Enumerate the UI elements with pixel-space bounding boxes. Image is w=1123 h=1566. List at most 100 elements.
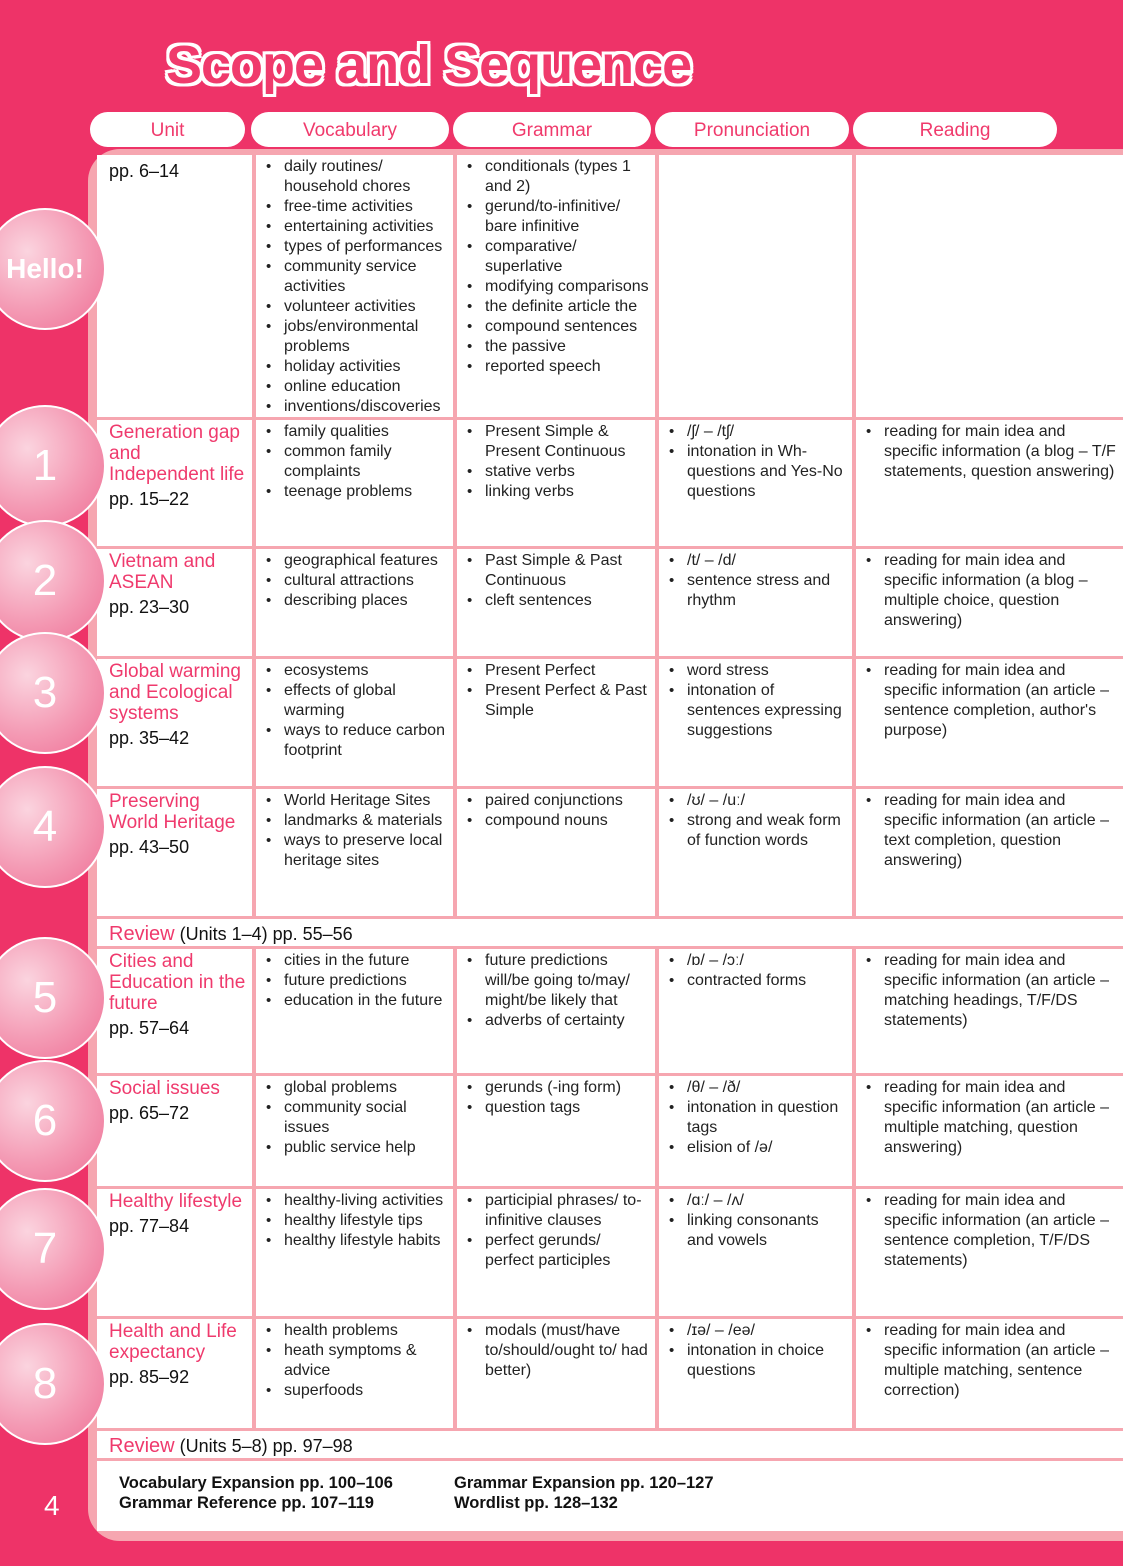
grammar-item: Present Perfect xyxy=(467,661,651,681)
unit-cell: Cities and Education in the future pp. 57… xyxy=(97,949,252,1073)
unit-title: Social issues xyxy=(109,1078,220,1099)
unit-cell: Health and Life expectancy pp. 85–92 xyxy=(97,1319,252,1428)
unit-title: Generation gap and Independent life xyxy=(109,422,245,485)
vocabulary-item: free-time activities xyxy=(266,197,449,217)
unit-badge-label: 5 xyxy=(32,973,58,1022)
footer-row: Vocabulary Expansion pp. 100–106 Grammar … xyxy=(97,1461,1123,1531)
vocabulary-cell: family qualitiescommon family complaints… xyxy=(256,420,453,546)
pronunciation-item: strong and weak form of function words xyxy=(669,811,848,851)
vocabulary-list: health problemsheath symptoms & advicesu… xyxy=(266,1321,449,1401)
grammar-list: Past Simple & Past Continuouscleft sente… xyxy=(467,551,651,611)
unit-badge: 6 xyxy=(0,1060,106,1182)
vocabulary-item: entertaining activities xyxy=(266,217,449,237)
grammar-item: gerunds (-ing form) xyxy=(467,1078,651,1098)
pronunciation-item: /ɑː/ – /ʌ/ xyxy=(669,1191,848,1211)
unit-cell: Healthy lifestyle pp. 77–84 xyxy=(97,1189,252,1316)
unit-title: Global warming and Ecological systems xyxy=(109,661,241,724)
grammar-cell: participial phrases/ to-infinitive claus… xyxy=(457,1189,655,1316)
pronunciation-list: word stressintonation of sentences expre… xyxy=(669,661,848,741)
reading-list: reading for main idea and specific infor… xyxy=(866,551,1122,631)
unit-pages: pp. 6–14 xyxy=(109,161,180,181)
reading-cell xyxy=(856,155,1123,417)
reading-cell: reading for main idea and specific infor… xyxy=(856,949,1123,1073)
grammar-list: future predictions will/be going to/may/… xyxy=(467,951,651,1031)
unit-badge-label: Hello! xyxy=(6,253,84,284)
grammar-item: compound sentences xyxy=(467,317,651,337)
unit-badge: 1 xyxy=(0,405,106,527)
unit-badge: Hello! xyxy=(0,208,106,330)
unit-badge-label: 6 xyxy=(32,1096,58,1145)
vocabulary-cell: health problemsheath symptoms & advicesu… xyxy=(256,1319,453,1428)
reading-cell: reading for main idea and specific infor… xyxy=(856,549,1123,656)
reading-cell: reading for main idea and specific infor… xyxy=(856,659,1123,786)
reading-list: reading for main idea and specific infor… xyxy=(866,951,1122,1031)
page-number: 4 xyxy=(44,1490,60,1521)
vocabulary-item: ways to preserve local heritage sites xyxy=(266,831,449,871)
vocabulary-item: heath symptoms & advice xyxy=(266,1341,449,1381)
pronunciation-item: contracted forms xyxy=(669,971,848,991)
vocabulary-item: public service help xyxy=(266,1138,449,1158)
header-pronunciation: Pronunciation xyxy=(655,112,849,147)
unit-badge-label: 4 xyxy=(32,802,58,851)
grammar-item: modifying comparisons xyxy=(467,277,651,297)
vocabulary-item: health problems xyxy=(266,1321,449,1341)
unit-title: Preserving World Heritage xyxy=(109,791,236,833)
pronunciation-item: linking consonants and vowels xyxy=(669,1211,848,1251)
grammar-list: participial phrases/ to-infinitive claus… xyxy=(467,1191,651,1271)
reading-list: reading for main idea and specific infor… xyxy=(866,1078,1122,1158)
reading-item: reading for main idea and specific infor… xyxy=(866,422,1122,482)
grammar-list: modals (must/have to/should/ought to/ ha… xyxy=(467,1321,651,1381)
scope-table: pp. 6–14 daily routines/ household chores… xyxy=(88,149,1123,1541)
pronunciation-list: /ʃ/ – /tʃ/intonation in Wh-questions and… xyxy=(669,422,848,502)
grammar-cell: modals (must/have to/should/ought to/ ha… xyxy=(457,1319,655,1428)
grammar-list: conditionals (types 1 and 2)gerund/to-in… xyxy=(467,157,651,377)
pronunciation-cell: word stressintonation of sentences expre… xyxy=(659,659,852,786)
reading-item: reading for main idea and specific infor… xyxy=(866,951,1122,1031)
review-row: Review (Units 5–8) pp. 97–98 xyxy=(97,1431,1123,1458)
pronunciation-item: /t/ – /d/ xyxy=(669,551,848,571)
vocabulary-list: healthy-living activitieshealthy lifesty… xyxy=(266,1191,449,1251)
pronunciation-list: /ɒ/ – /ɔː/contracted forms xyxy=(669,951,848,991)
vocabulary-item: ways to reduce carbon footprint xyxy=(266,721,449,761)
reading-item: reading for main idea and specific infor… xyxy=(866,1078,1122,1158)
unit-badge-label: 2 xyxy=(32,556,58,605)
pronunciation-item: intonation in Wh-questions and Yes-No qu… xyxy=(669,442,848,502)
pronunciation-list: /t/ – /d/sentence stress and rhythm xyxy=(669,551,848,611)
vocabulary-list: family qualitiescommon family complaints… xyxy=(266,422,449,502)
pronunciation-item: elision of /ə/ xyxy=(669,1138,848,1158)
unit-badge-label: 8 xyxy=(32,1359,58,1408)
pronunciation-item: sentence stress and rhythm xyxy=(669,571,848,611)
unit-badge: 5 xyxy=(0,937,106,1059)
footer-left: Vocabulary Expansion pp. 100–106 Grammar … xyxy=(119,1473,393,1513)
scope-grid: pp. 6–14 daily routines/ household chores… xyxy=(97,155,1123,1531)
unit-pages: pp. 57–64 xyxy=(109,1018,190,1038)
pronunciation-item: /ɒ/ – /ɔː/ xyxy=(669,951,848,971)
reading-list: reading for main idea and specific infor… xyxy=(866,1321,1122,1401)
reading-item: reading for main idea and specific infor… xyxy=(866,661,1122,741)
grammar-item: Past Simple & Past Continuous xyxy=(467,551,651,591)
vocabulary-item: ecosystems xyxy=(266,661,449,681)
grammar-item: cleft sentences xyxy=(467,591,651,611)
vocabulary-item: jobs/environmental problems xyxy=(266,317,449,357)
grammar-list: Present PerfectPresent Perfect & Past Si… xyxy=(467,661,651,721)
footer-right: Grammar Expansion pp. 120–127 Wordlist pp… xyxy=(454,1473,714,1513)
vocabulary-item: family qualities xyxy=(266,422,449,442)
vocabulary-item: volunteer activities xyxy=(266,297,449,317)
pronunciation-list: /ʊ/ – /uː/strong and weak form of functi… xyxy=(669,791,848,851)
footer-link: Vocabulary Expansion pp. 100–106 xyxy=(119,1474,393,1492)
unit-pages: pp. 23–30 xyxy=(109,597,190,617)
pronunciation-cell: /θ/ – /ð/intonation in question tagselis… xyxy=(659,1076,852,1186)
grammar-item: adverbs of certainty xyxy=(467,1011,651,1031)
vocabulary-item: healthy lifestyle tips xyxy=(266,1211,449,1231)
unit-title: Health and Life expectancy xyxy=(109,1321,237,1363)
grammar-cell: paired conjunctionscompound nouns xyxy=(457,789,655,916)
vocabulary-item: global problems xyxy=(266,1078,449,1098)
vocabulary-cell: cities in the futurefuture predictionsed… xyxy=(256,949,453,1073)
review-label: Review xyxy=(109,1435,175,1457)
pronunciation-item: word stress xyxy=(669,661,848,681)
vocabulary-item: daily routines/ household chores xyxy=(266,157,449,197)
unit-cell: Social issues pp. 65–72 xyxy=(97,1076,252,1186)
pronunciation-item: /ɪə/ – /eə/ xyxy=(669,1321,848,1341)
footer-link: Grammar Expansion pp. 120–127 xyxy=(454,1474,714,1492)
grammar-item: the passive xyxy=(467,337,651,357)
